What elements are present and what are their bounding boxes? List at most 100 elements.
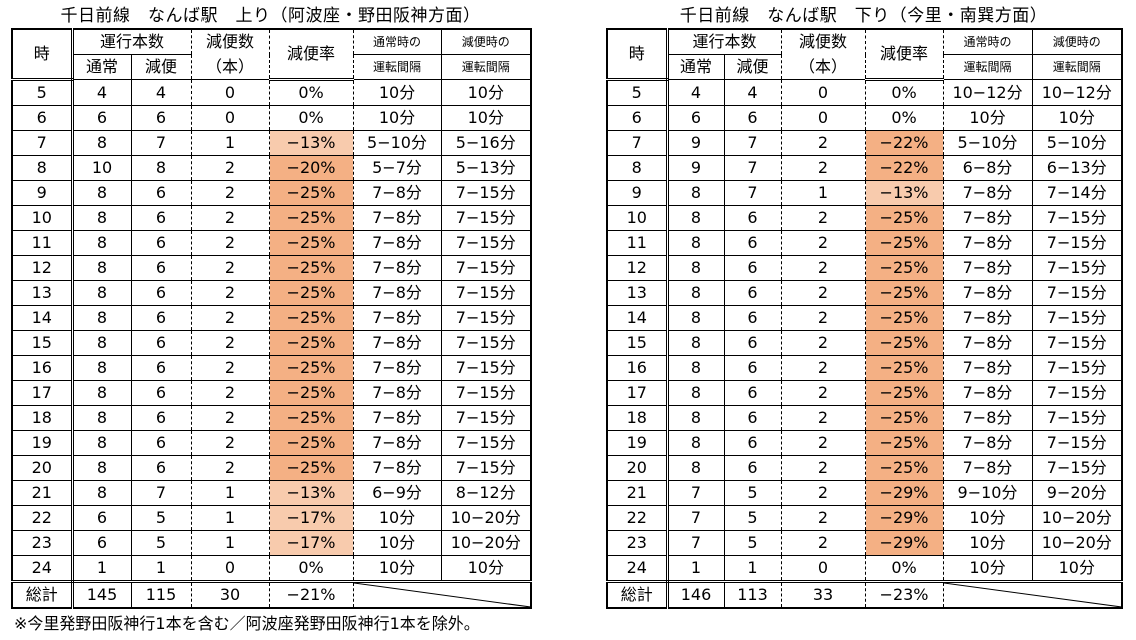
- reduction-rate-cell: −25%: [865, 380, 944, 406]
- table-row: 20 8 6 2 −25% 7−8分 7−15分: [12, 455, 532, 481]
- normal-interval-cell: 10分: [943, 555, 1033, 583]
- hour-cell: 9: [607, 180, 669, 206]
- reduced-interval-cell: 5−10分: [1032, 130, 1123, 156]
- table-title-up: 千日前線 なんば駅 上り（阿波座・野田阪神方面）: [60, 6, 481, 26]
- reduction-rate-cell: −25%: [865, 405, 944, 431]
- table-row: 17 8 6 2 −25% 7−8分 7−15分: [607, 380, 1123, 406]
- normal-interval-cell: 10分: [353, 105, 442, 131]
- reduction-count-cell: 2: [191, 230, 270, 256]
- reduction-count-cell: 2: [781, 455, 866, 481]
- reduced-interval-cell: 10−20分: [1032, 505, 1123, 531]
- reduced-interval-cell: 7−15分: [1032, 305, 1123, 331]
- table-row: 23 6 5 1 −17% 10分 10−20分: [12, 530, 532, 556]
- reduction-rate-cell: −25%: [269, 180, 354, 206]
- normal-interval-cell: 7−8分: [353, 305, 442, 331]
- reduction-count-cell: 2: [191, 455, 270, 481]
- header-reduction-count-unit: （本）: [781, 54, 866, 80]
- normal-count-cell: 8: [667, 305, 725, 331]
- reduction-rate-cell: −25%: [269, 380, 354, 406]
- normal-count-cell: 8: [72, 355, 132, 381]
- reduction-rate-cell: −25%: [865, 230, 944, 256]
- normal-interval-cell: 10−12分: [943, 79, 1033, 106]
- reduction-count-cell: 0: [191, 79, 270, 106]
- normal-interval-cell: 7−8分: [353, 355, 442, 381]
- reduced-count-cell: 8: [131, 155, 192, 181]
- normal-count-cell: 6: [667, 105, 725, 131]
- normal-interval-cell: 7−8分: [943, 430, 1033, 456]
- header-hour: 時: [12, 29, 74, 81]
- reduced-count-cell: 6: [131, 405, 192, 431]
- reduced-interval-cell: 5−16分: [441, 130, 532, 156]
- reduced-interval-cell: 7−15分: [441, 280, 532, 306]
- reduced-interval-cell: 10−20分: [441, 530, 532, 556]
- reduced-count-cell: 4: [131, 79, 192, 106]
- hour-cell: 14: [607, 305, 669, 331]
- hour-cell: 20: [607, 455, 669, 481]
- reduced-count-cell: 5: [131, 505, 192, 531]
- header-reduction-count-unit: （本）: [191, 54, 270, 80]
- reduction-count-cell: 0: [191, 105, 270, 131]
- total-label: 総計: [12, 581, 74, 608]
- reduction-rate-cell: 0%: [865, 79, 944, 106]
- normal-count-cell: 8: [667, 330, 725, 356]
- header-normal-interval: 通常時の: [943, 29, 1033, 55]
- reduced-count-cell: 6: [724, 380, 782, 406]
- hour-cell: 9: [12, 180, 74, 206]
- reduction-count-cell: 2: [781, 155, 866, 181]
- reduced-interval-cell: 7−15分: [1032, 405, 1123, 431]
- total-rate: −21%: [269, 581, 354, 608]
- reduced-count-cell: 7: [724, 180, 782, 206]
- table-row: 24 1 1 0 0% 10分 10分: [607, 555, 1123, 583]
- normal-count-cell: 4: [72, 79, 132, 106]
- reduction-rate-cell: 0%: [865, 105, 944, 131]
- table-row: 10 8 6 2 −25% 7−8分 7−15分: [607, 205, 1123, 231]
- reduced-interval-cell: 8−12分: [441, 480, 532, 506]
- total-rate: −23%: [865, 581, 944, 608]
- normal-count-cell: 10: [72, 155, 132, 181]
- total-row: 総計 145 115 30 −21%: [12, 581, 531, 608]
- reduced-count-cell: 6: [724, 355, 782, 381]
- total-reduced: 113: [724, 581, 782, 608]
- table-row: 21 7 5 2 −29% 9−10分 9−20分: [607, 480, 1123, 506]
- normal-count-cell: 8: [72, 180, 132, 206]
- reduction-count-cell: 2: [781, 230, 866, 256]
- normal-count-cell: 7: [667, 480, 725, 506]
- hour-cell: 24: [607, 555, 669, 583]
- normal-interval-cell: 7−8分: [943, 305, 1033, 331]
- reduction-rate-cell: −25%: [865, 280, 944, 306]
- reduction-count-cell: 2: [191, 180, 270, 206]
- table-row: 22 6 5 1 −17% 10分 10−20分: [12, 505, 532, 531]
- normal-count-cell: 8: [72, 430, 132, 456]
- normal-interval-cell: 7−8分: [353, 280, 442, 306]
- normal-interval-cell: 5−7分: [353, 155, 442, 181]
- hour-cell: 13: [12, 280, 74, 306]
- reduction-count-cell: 0: [781, 79, 866, 106]
- normal-count-cell: 8: [667, 280, 725, 306]
- normal-count-cell: 8: [72, 205, 132, 231]
- hour-cell: 22: [12, 505, 74, 531]
- table-row: 6 6 6 0 0% 10分 10分: [12, 105, 532, 131]
- normal-interval-cell: 9−10分: [943, 480, 1033, 506]
- normal-interval-cell: 10分: [943, 505, 1033, 531]
- reduction-count-cell: 2: [781, 505, 866, 531]
- normal-count-cell: 8: [72, 380, 132, 406]
- normal-count-cell: 8: [667, 180, 725, 206]
- hour-cell: 15: [12, 330, 74, 356]
- reduced-interval-cell: 7−15分: [441, 455, 532, 481]
- hour-cell: 11: [607, 230, 669, 256]
- reduced-count-cell: 6: [724, 255, 782, 281]
- table-row: 15 8 6 2 −25% 7−8分 7−15分: [607, 330, 1123, 356]
- table-row: 9 8 6 2 −25% 7−8分 7−15分: [12, 180, 532, 206]
- header-reduced: 減便: [131, 54, 192, 80]
- normal-count-cell: 8: [72, 130, 132, 156]
- hour-cell: 11: [12, 230, 74, 256]
- reduction-rate-cell: −17%: [269, 530, 354, 556]
- reduced-interval-cell: 7−15分: [441, 330, 532, 356]
- reduced-interval-cell: 10−20分: [441, 505, 532, 531]
- reduced-count-cell: 6: [724, 455, 782, 481]
- table-row: 11 8 6 2 −25% 7−8分 7−15分: [12, 230, 532, 256]
- reduced-count-cell: 6: [131, 180, 192, 206]
- reduction-count-cell: 0: [781, 105, 866, 131]
- hour-cell: 20: [12, 455, 74, 481]
- hour-cell: 18: [12, 405, 74, 431]
